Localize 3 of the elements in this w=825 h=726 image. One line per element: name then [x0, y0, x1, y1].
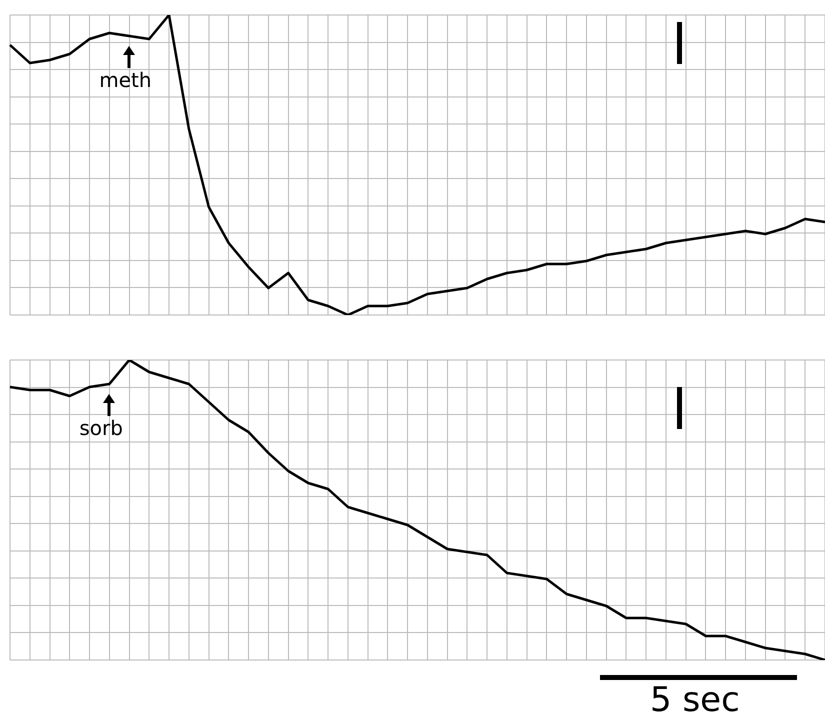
annotation: sorb [79, 416, 123, 440]
text: 5 sec [650, 680, 740, 720]
annotation: meth [99, 68, 152, 92]
